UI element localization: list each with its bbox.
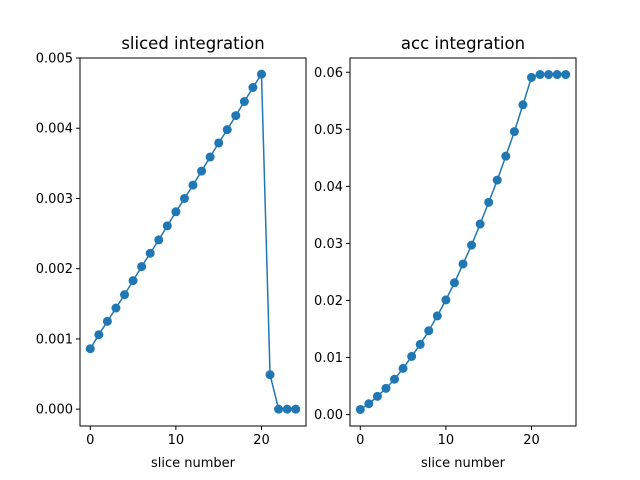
sliced-integration-xtick-label: 0 xyxy=(86,433,94,448)
acc-integration-xlabel: slice number xyxy=(421,456,506,471)
sliced-integration-data-point xyxy=(214,138,224,148)
acc-integration-data-point xyxy=(518,100,528,110)
acc-integration-ytick-label: 0.02 xyxy=(314,294,343,309)
acc-integration-data-point xyxy=(407,351,417,361)
sliced-integration-ticks: 0 10 20 0.000 0.001 0.002 0.003 0.004 0.005 xyxy=(36,52,270,449)
acc-integration-data-point xyxy=(372,391,382,401)
acc-integration-data-point xyxy=(381,383,391,393)
acc-integration-data-point xyxy=(449,278,459,288)
sliced-integration-series xyxy=(85,69,301,414)
sliced-integration-data-point xyxy=(154,235,164,245)
sliced-integration-data-point xyxy=(94,330,104,340)
sliced-integration-ytick-label: 0.002 xyxy=(36,262,73,277)
acc-integration-data-point xyxy=(390,374,400,384)
sliced-integration-data-point xyxy=(102,316,112,326)
acc-integration-data-point xyxy=(424,326,434,336)
sliced-integration-data-point xyxy=(222,125,232,135)
sliced-integration-ytick-label: 0.000 xyxy=(36,403,73,418)
sliced-integration-data-point xyxy=(256,69,266,79)
sliced-integration-data-point xyxy=(85,344,95,354)
acc-integration-title: acc integration xyxy=(401,34,525,53)
acc-integration-data-point xyxy=(355,404,365,414)
sliced-integration-data-point xyxy=(239,97,249,107)
sliced-integration-data-point xyxy=(197,166,207,176)
sliced-integration-xtick-label: 20 xyxy=(253,433,270,448)
sliced-integration-xtick-label: 10 xyxy=(168,433,185,448)
acc-integration-data-point xyxy=(415,339,425,349)
sliced-integration-data-point xyxy=(248,82,258,92)
sliced-integration-frame xyxy=(79,57,307,427)
acc-integration-ytick-label: 0.03 xyxy=(314,237,343,252)
acc-integration-ytick-label: 0.01 xyxy=(314,351,343,366)
sliced-integration-data-point xyxy=(145,248,155,258)
acc-integration-data-point xyxy=(501,151,511,161)
acc-integration-data-point xyxy=(364,399,374,409)
sliced-integration-title: sliced integration xyxy=(121,34,264,53)
acc-integration-data-point xyxy=(432,311,442,321)
acc-integration-data-point xyxy=(441,295,451,305)
acc-integration-xtick-label: 20 xyxy=(523,433,540,448)
acc-integration-data-point xyxy=(458,259,468,269)
acc-integration-data-point xyxy=(526,72,536,82)
sliced-integration-data-point xyxy=(274,404,284,414)
acc-integration-data-point xyxy=(509,127,519,137)
sliced-integration-data-point xyxy=(188,180,198,190)
sliced-integration-xlabel: slice number xyxy=(151,456,236,471)
sliced-integration-data-point xyxy=(171,207,181,217)
sliced-integration-data-point xyxy=(282,404,292,414)
sliced-integration-ytick-label: 0.003 xyxy=(36,192,73,207)
acc-integration-xtick-label: 10 xyxy=(438,433,455,448)
sliced-integration-data-point xyxy=(128,276,138,286)
acc-integration-ticks: 0 10 20 0.00 0.01 0.02 0.03 0.04 0.05 0.06 xyxy=(314,66,540,448)
acc-integration-data-point xyxy=(484,197,494,207)
acc-integration-data-point xyxy=(492,175,502,185)
sliced-integration-data-point xyxy=(205,152,215,162)
sliced-integration-data-point xyxy=(111,303,121,313)
acc-integration-ytick-label: 0.05 xyxy=(314,123,343,138)
acc-integration-data-point xyxy=(398,363,408,373)
acc-integration-data-point xyxy=(535,70,545,80)
acc-integration-series xyxy=(355,70,571,414)
acc-integration-data-point xyxy=(552,70,562,80)
acc-integration-ytick-label: 0.04 xyxy=(314,180,343,195)
sliced-integration-data-point xyxy=(291,404,301,414)
acc-integration-data-point xyxy=(467,240,477,250)
acc-integration-data-point xyxy=(561,70,571,80)
acc-integration-ytick-label: 0.00 xyxy=(314,408,343,423)
sliced-integration-ytick-label: 0.001 xyxy=(36,332,73,347)
sliced-integration-panel: sliced integration slice number 0 10 20 0.0… xyxy=(36,34,307,471)
sliced-integration-data-point xyxy=(137,262,147,272)
acc-integration-data-point xyxy=(544,70,554,80)
sliced-integration-data-point xyxy=(179,193,189,203)
acc-integration-ytick-label: 0.06 xyxy=(314,66,343,81)
acc-integration-xtick-label: 0 xyxy=(356,433,364,448)
sliced-integration-data-point xyxy=(231,111,241,121)
sliced-integration-data-point xyxy=(162,221,172,231)
sliced-integration-data-point xyxy=(120,290,130,300)
sliced-integration-ytick-label: 0.005 xyxy=(36,52,73,67)
acc-integration-data-point xyxy=(475,219,485,229)
sliced-integration-data-point xyxy=(265,370,275,380)
acc-integration-panel: acc integration slice number 0 10 20 0.00 0.… xyxy=(314,34,577,471)
acc-integration-frame xyxy=(349,57,577,427)
sliced-integration-ytick-label: 0.004 xyxy=(36,122,73,137)
